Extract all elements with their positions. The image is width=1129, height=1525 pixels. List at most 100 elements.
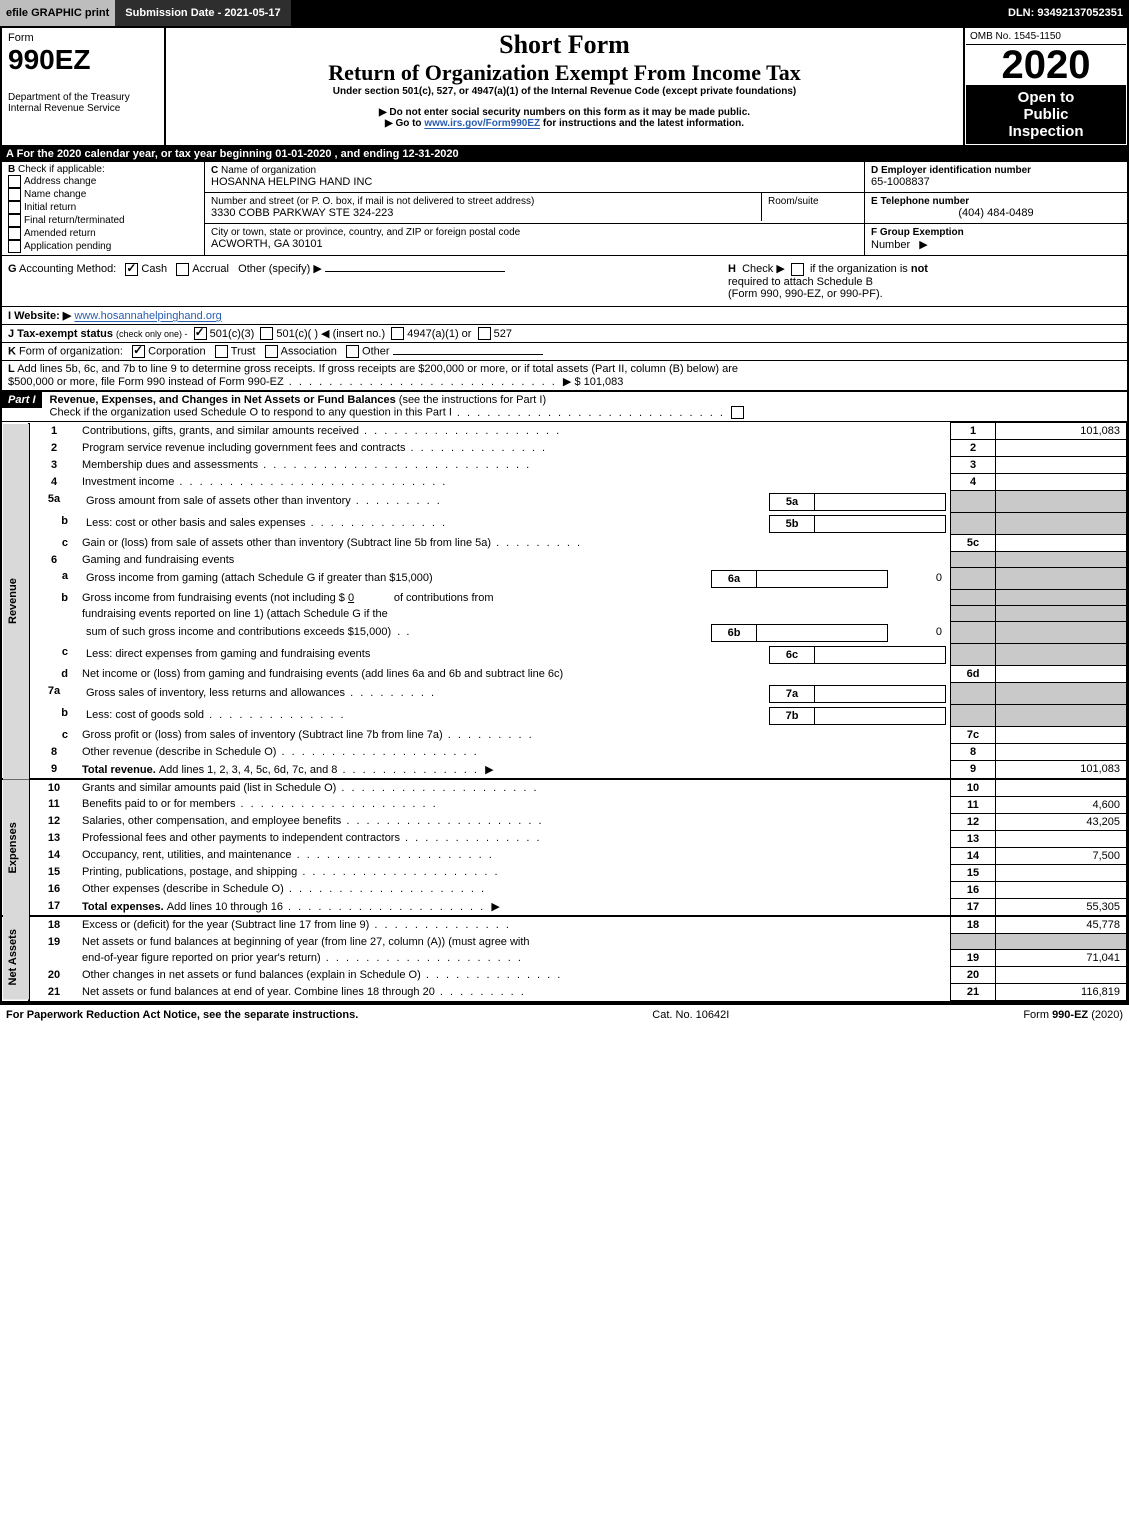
line-17-num: 17 (29, 898, 78, 916)
line-9-num: 9 (29, 761, 78, 779)
cash-label: Cash (141, 263, 167, 275)
other-org-label: Other (362, 346, 390, 358)
final-return-label: Final return/terminated (24, 215, 125, 226)
final-return-checkbox[interactable] (8, 214, 21, 227)
association-checkbox[interactable] (265, 345, 278, 358)
under-section-note: Under section 501(c), 527, or 4947(a)(1)… (172, 86, 957, 97)
line-6d-text: Net income or (loss) from gaming and fun… (82, 668, 563, 680)
line-5b-inbox: 5b (770, 515, 815, 532)
other-org-checkbox[interactable] (346, 345, 359, 358)
line-17-boxnum: 17 (951, 898, 996, 916)
line-14-num: 14 (29, 847, 78, 864)
trust-label: Trust (231, 346, 256, 358)
line-11-text: Benefits paid to or for members (82, 798, 438, 810)
h-check-arrow: Check ▶ (742, 263, 785, 275)
line-20-value (996, 967, 1127, 984)
trust-checkbox[interactable] (215, 345, 228, 358)
go-to-irs-link-row: ▶ Go to www.irs.gov/Form990EZ for instru… (172, 118, 957, 129)
line-11-num: 11 (29, 796, 78, 813)
line-21-num: 21 (29, 984, 78, 1001)
website-link[interactable]: www.hosannahelpinghand.org (74, 310, 221, 322)
tax-year: 2020 (966, 45, 1126, 85)
accrual-checkbox[interactable] (176, 263, 189, 276)
schedule-b-not-required-checkbox[interactable] (791, 263, 804, 276)
line-6b-greyval2 (996, 606, 1127, 622)
corporation-checkbox[interactable] (132, 345, 145, 358)
section-d-label: D Employer identification number (871, 165, 1031, 176)
check-only-one: (check only one) - (116, 329, 188, 339)
title-return: Return of Organization Exempt From Incom… (172, 60, 957, 86)
h-text2: if the organization is (810, 263, 911, 275)
line-2-boxnum: 2 (951, 440, 996, 457)
line-12-text: Salaries, other compensation, and employ… (82, 815, 544, 827)
other-specify-field[interactable] (325, 271, 505, 272)
501c3-label: 501(c)(3) (210, 328, 255, 340)
4947a1-checkbox[interactable] (391, 327, 404, 340)
line-21-boxnum: 21 (951, 984, 996, 1001)
arrow-icon: ▶ (919, 239, 927, 251)
group-exemption-number-label: Number (871, 239, 910, 251)
line-7c-value (996, 727, 1127, 744)
cash-checkbox[interactable] (125, 263, 138, 276)
line-20-text: Other changes in net assets or fund bala… (82, 969, 562, 981)
527-checkbox[interactable] (478, 327, 491, 340)
h-not: not (911, 263, 928, 275)
name-change-checkbox[interactable] (8, 188, 21, 201)
line-7a-num: 7a (29, 683, 78, 705)
line-8-value (996, 744, 1127, 761)
address-change-checkbox[interactable] (8, 175, 21, 188)
application-pending-checkbox[interactable] (8, 240, 21, 253)
line-8-num: 8 (29, 744, 78, 761)
501c3-checkbox[interactable] (194, 327, 207, 340)
line-6a-num: a (29, 568, 78, 590)
line-7a-greybox (951, 683, 996, 705)
line-19-text2: end-of-year figure reported on prior yea… (82, 952, 523, 964)
line-7c-num: c (29, 727, 78, 744)
section-l-label: L (8, 363, 15, 375)
line-1-boxnum: 1 (951, 423, 996, 440)
insert-no: ◀ (insert no.) (321, 328, 385, 340)
line-6-num: 6 (29, 552, 78, 568)
4947a1-label: 4947(a)(1) or (407, 328, 471, 340)
line-10-boxnum: 10 (951, 779, 996, 797)
top-status-bar: efile GRAPHIC print Submission Date - 20… (0, 0, 1129, 26)
form990ez-instructions-link[interactable]: www.irs.gov/Form990EZ (424, 118, 540, 129)
section-c-label: C (211, 165, 218, 176)
ein-value: 65-1008837 (871, 176, 930, 188)
line-7b-inval (815, 707, 946, 724)
paperwork-reduction-notice: For Paperwork Reduction Act Notice, see … (6, 1009, 358, 1021)
line-20-boxnum: 20 (951, 967, 996, 984)
initial-return-checkbox[interactable] (8, 201, 21, 214)
check-if-applicable: Check if applicable: (18, 164, 105, 175)
part-i-lines-table: Revenue 1 Contributions, gifts, grants, … (2, 422, 1127, 1001)
line-6-text: Gaming and fundraising events (82, 554, 234, 566)
line-13-text: Professional fees and other payments to … (82, 832, 542, 844)
line-18-value: 45,778 (996, 916, 1127, 934)
line-18-num: 18 (29, 916, 78, 934)
line-21-value: 116,819 (996, 984, 1127, 1001)
schedule-o-check[interactable] (731, 406, 744, 419)
line-5b-inval (815, 515, 946, 532)
section-i-label: I Website: ▶ (8, 310, 71, 322)
city-value: ACWORTH, GA 30101 (211, 238, 323, 250)
line-21-text: Net assets or fund balances at end of ye… (82, 986, 526, 998)
amended-return-checkbox[interactable] (8, 227, 21, 240)
tax-year-begin: 01-01-2020 (275, 148, 331, 160)
line-6c-text: Less: direct expenses from gaming and fu… (86, 648, 370, 660)
arrow-icon: ▶ (485, 764, 493, 776)
line-1-num: 1 (29, 423, 78, 440)
section-j-label: J Tax-exempt status (8, 328, 113, 340)
other-org-field[interactable] (393, 354, 543, 355)
line-16-value (996, 881, 1127, 898)
line-6b-amount: 0 (348, 592, 354, 604)
line-6b-rightval: 0 (888, 624, 947, 641)
line-6b-num: b (29, 590, 78, 606)
section-f-label: F Group Exemption (871, 227, 964, 238)
line-11-boxnum: 11 (951, 796, 996, 813)
line-l-text1: Add lines 5b, 6c, and 7b to line 9 to de… (17, 363, 738, 375)
line-15-text: Printing, publications, postage, and shi… (82, 866, 500, 878)
line-5a-inval (815, 493, 946, 510)
other-specify-label: Other (specify) ▶ (238, 263, 322, 275)
accounting-method-text: Accounting Method: (19, 263, 116, 275)
501c-checkbox[interactable] (260, 327, 273, 340)
